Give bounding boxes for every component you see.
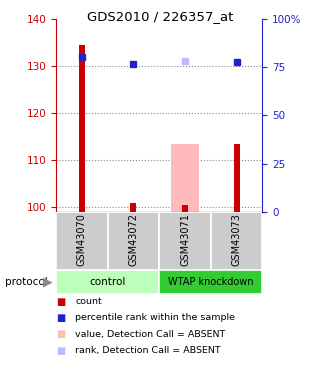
Bar <box>234 144 240 212</box>
Text: GSM43072: GSM43072 <box>128 213 139 266</box>
Text: rank, Detection Call = ABSENT: rank, Detection Call = ABSENT <box>75 346 221 355</box>
Text: control: control <box>89 277 126 287</box>
Text: GSM43073: GSM43073 <box>232 213 242 266</box>
Text: value, Detection Call = ABSENT: value, Detection Call = ABSENT <box>75 330 226 339</box>
Bar <box>56 212 108 270</box>
Text: ■: ■ <box>56 297 65 306</box>
Bar <box>159 270 262 294</box>
Text: GSM43071: GSM43071 <box>180 213 190 266</box>
Text: GSM43070: GSM43070 <box>77 213 87 266</box>
Text: ■: ■ <box>56 313 65 323</box>
Text: GDS2010 / 226357_at: GDS2010 / 226357_at <box>87 10 233 23</box>
Bar <box>108 212 159 270</box>
Text: ■: ■ <box>56 346 65 356</box>
Bar <box>211 212 262 270</box>
Bar <box>56 270 159 294</box>
Text: ■: ■ <box>56 330 65 339</box>
Bar <box>182 205 188 212</box>
Bar <box>79 45 85 212</box>
Bar <box>171 144 199 212</box>
Text: count: count <box>75 297 102 306</box>
Text: WTAP knockdown: WTAP knockdown <box>168 277 253 287</box>
Text: protocol: protocol <box>5 278 48 287</box>
Text: percentile rank within the sample: percentile rank within the sample <box>75 314 235 322</box>
Bar <box>159 212 211 270</box>
Text: ▶: ▶ <box>43 276 52 289</box>
Bar <box>130 203 137 212</box>
